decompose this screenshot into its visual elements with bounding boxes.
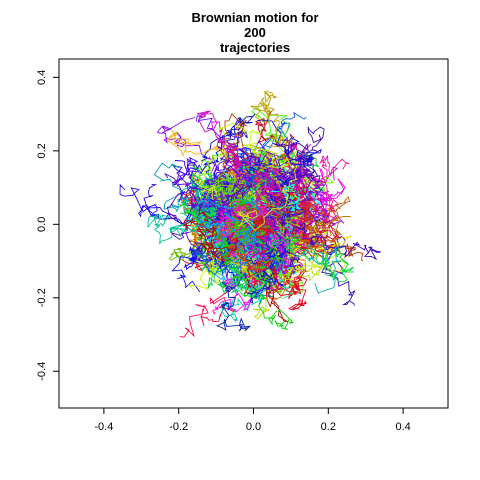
trajectory-190 [217, 140, 282, 230]
trajectory-154 [250, 91, 293, 225]
trajectory-165 [253, 162, 339, 228]
chart-title-line-3: trajectories [220, 40, 290, 55]
trajectory-182 [215, 224, 279, 332]
y-tick-label: -0.2 [36, 288, 48, 307]
x-tick-label: 0.0 [246, 421, 261, 433]
y-tick-label: 0.2 [36, 143, 48, 158]
x-tick-label: -0.2 [169, 421, 188, 433]
y-axis: -0.4 -0.2 0.0 0.2 0.4 [36, 70, 60, 381]
trajectory-186 [253, 202, 381, 261]
chart-title-line-2: 200 [244, 25, 266, 40]
x-tick-label: 0.2 [321, 421, 336, 433]
x-tick-label: 0.4 [395, 421, 410, 433]
trajectory-170 [204, 171, 255, 229]
chart-title-line-1: Brownian motion for [191, 10, 318, 25]
y-tick-label: -0.4 [36, 362, 48, 381]
y-tick-label: 0.4 [36, 70, 48, 85]
trajectory-197 [163, 157, 257, 230]
trajectory-199 [194, 199, 262, 251]
y-tick-label: 0.0 [36, 217, 48, 232]
x-axis: -0.4 -0.2 0.0 0.2 0.4 [94, 407, 411, 433]
x-tick-label: -0.4 [94, 421, 113, 433]
trajectory-198 [246, 220, 308, 311]
trajectory-166 [253, 126, 325, 233]
trajectory-200 [198, 122, 299, 231]
trajectories [119, 91, 381, 338]
